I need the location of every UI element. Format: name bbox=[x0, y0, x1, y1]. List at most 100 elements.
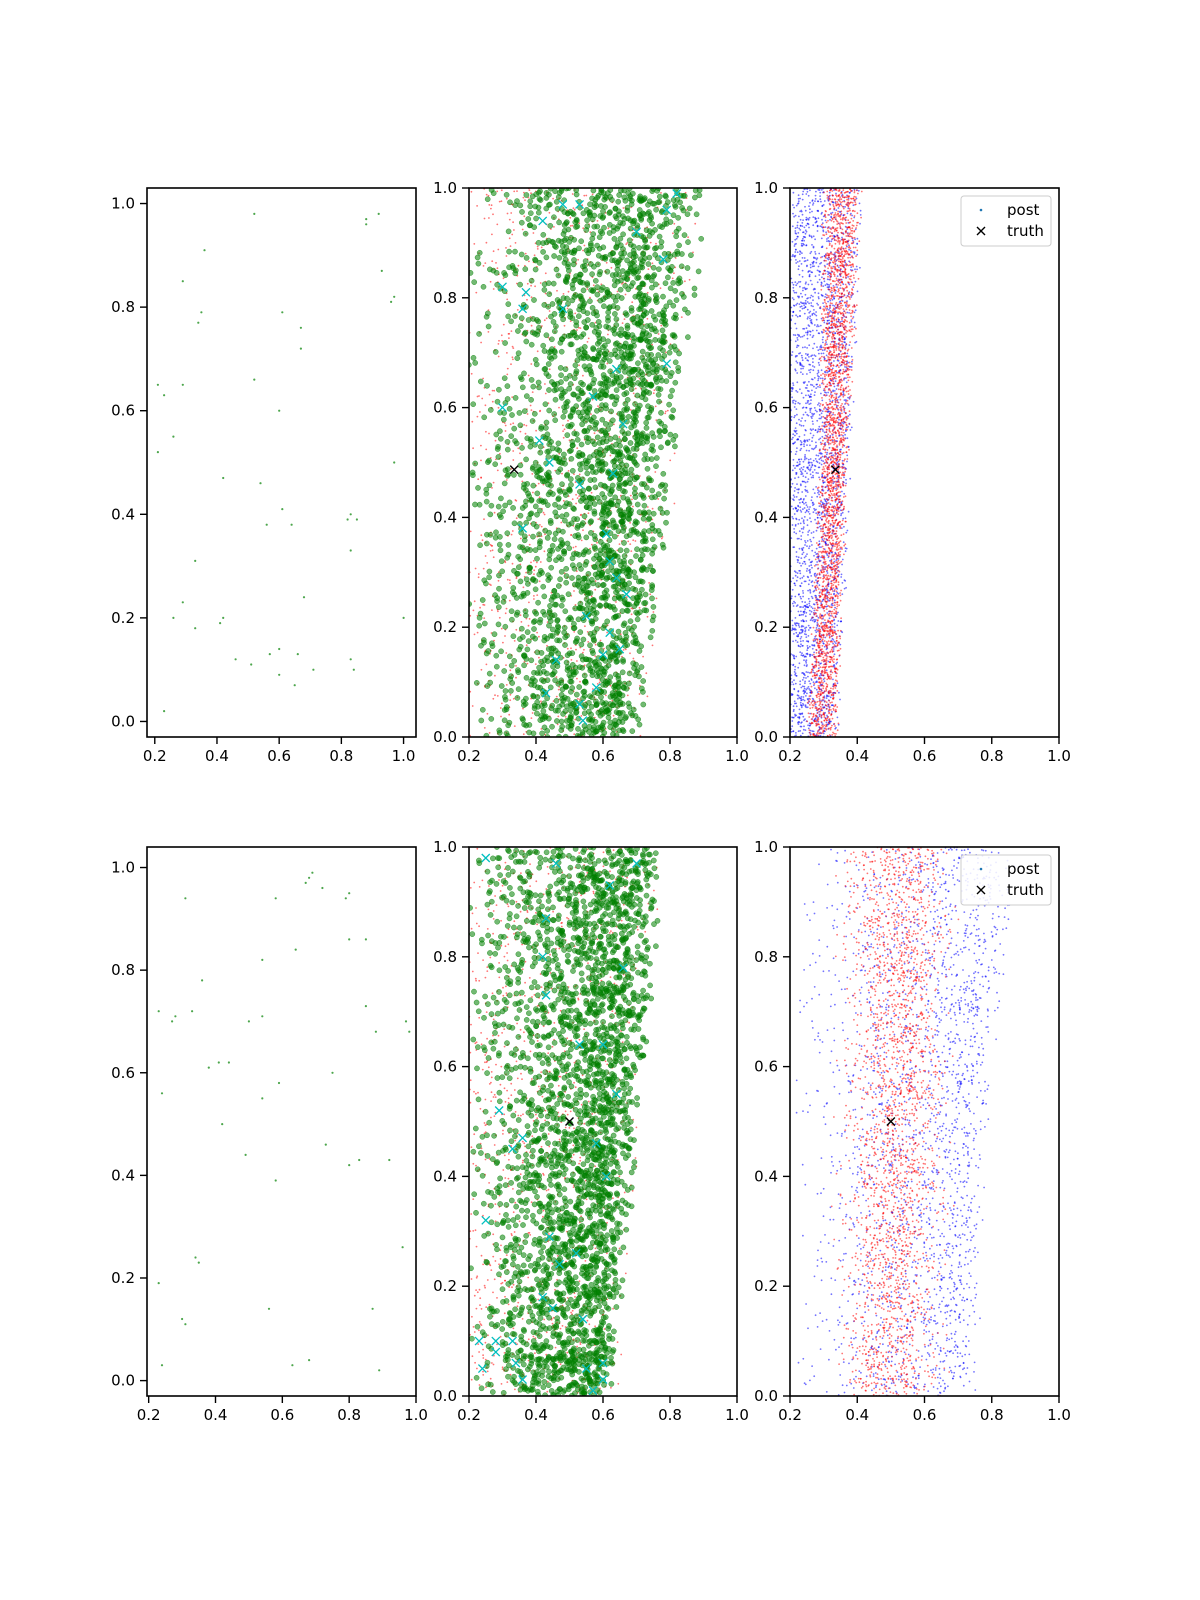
scatter-point bbox=[495, 503, 502, 510]
scatter-point bbox=[483, 617, 486, 619]
scatter-point bbox=[595, 329, 602, 336]
scatter-point bbox=[799, 449, 802, 452]
scatter-point bbox=[806, 524, 809, 527]
scatter-point bbox=[571, 375, 578, 381]
scatter-point bbox=[172, 435, 175, 438]
scatter-point bbox=[801, 600, 804, 603]
scatter-point bbox=[508, 579, 511, 582]
scatter-point bbox=[805, 244, 808, 247]
scatter-point bbox=[575, 726, 581, 732]
scatter-point bbox=[813, 385, 815, 388]
scatter-point bbox=[489, 640, 495, 647]
scatter-point bbox=[488, 583, 491, 586]
scatter-point bbox=[569, 467, 576, 474]
scatter-point bbox=[660, 192, 662, 194]
scatter-point bbox=[555, 676, 558, 678]
scatter-point bbox=[536, 324, 542, 331]
scatter-point bbox=[573, 631, 576, 633]
scatter-point bbox=[651, 544, 658, 550]
scatter-point bbox=[812, 369, 815, 372]
scatter-point bbox=[624, 333, 630, 340]
scatter-point bbox=[807, 510, 810, 513]
scatter-point bbox=[807, 629, 810, 631]
scatter-point bbox=[605, 309, 612, 316]
scatter-point bbox=[813, 589, 816, 592]
scatter-point bbox=[812, 299, 814, 302]
scatter-point bbox=[596, 335, 603, 342]
scatter-point bbox=[573, 322, 580, 329]
scatter-point bbox=[603, 431, 609, 437]
scatter-point bbox=[505, 197, 508, 200]
scatter-point bbox=[544, 728, 551, 734]
scatter-point bbox=[527, 203, 534, 210]
scatter-point bbox=[814, 518, 816, 521]
scatter-point bbox=[634, 616, 641, 623]
scatter-point bbox=[814, 458, 817, 460]
scatter-point bbox=[600, 520, 607, 527]
scatter-point bbox=[820, 416, 823, 418]
scatter-point bbox=[512, 313, 518, 319]
scatter-point bbox=[561, 548, 568, 555]
scatter-point bbox=[556, 723, 559, 726]
scatter-point bbox=[816, 302, 818, 305]
scatter-point bbox=[540, 342, 547, 349]
scatter-point bbox=[475, 291, 478, 294]
scatter-point bbox=[616, 192, 623, 198]
scatter-point bbox=[465, 367, 467, 369]
scatter-point bbox=[803, 685, 806, 688]
scatter-point bbox=[549, 336, 555, 343]
scatter-point bbox=[540, 231, 547, 238]
scatter-point bbox=[532, 459, 539, 466]
scatter-point bbox=[677, 199, 683, 206]
scatter-point bbox=[652, 316, 659, 323]
scatter-point bbox=[594, 407, 600, 414]
scatter-point bbox=[577, 466, 584, 473]
scatter-point bbox=[627, 540, 630, 543]
scatter-point bbox=[620, 658, 626, 665]
scatter-point bbox=[570, 329, 576, 336]
scatter-point bbox=[624, 601, 631, 608]
scatter-point bbox=[480, 476, 482, 479]
truth-marker bbox=[509, 465, 519, 475]
scatter-point bbox=[795, 262, 798, 264]
scatter-point bbox=[576, 660, 578, 662]
scatter-point bbox=[476, 249, 483, 256]
scatter-point bbox=[632, 634, 639, 641]
scatter-point bbox=[523, 487, 529, 493]
scatter-point bbox=[511, 530, 514, 532]
scatter-point bbox=[817, 265, 820, 268]
scatter-point bbox=[485, 430, 487, 433]
scatter-point bbox=[603, 388, 610, 395]
scatter-point bbox=[607, 653, 614, 660]
scatter-point bbox=[393, 295, 396, 298]
scatter-point bbox=[684, 211, 691, 218]
scatter-point bbox=[516, 309, 519, 311]
scatter-point bbox=[815, 261, 818, 264]
scatter-point bbox=[632, 293, 639, 300]
scatter-point bbox=[642, 655, 644, 658]
scatter-point bbox=[527, 198, 534, 205]
scatter-point bbox=[621, 250, 628, 257]
scatter-point bbox=[526, 662, 529, 665]
scatter-point bbox=[492, 349, 499, 355]
scatter-point bbox=[533, 595, 535, 597]
scatter-point bbox=[613, 244, 620, 251]
scatter-point bbox=[508, 332, 511, 335]
scatter-point bbox=[809, 296, 812, 299]
scatter-point bbox=[523, 304, 529, 310]
scatter-point bbox=[569, 442, 576, 449]
scatter-point bbox=[524, 646, 531, 653]
scatter-point bbox=[588, 518, 594, 525]
scatter-point bbox=[490, 207, 492, 210]
scatter-point bbox=[626, 670, 633, 677]
scatter-point bbox=[582, 417, 589, 424]
scatter-point bbox=[631, 490, 638, 496]
scatter-point bbox=[814, 194, 817, 197]
scatter-point bbox=[688, 278, 691, 281]
scatter-point bbox=[519, 614, 522, 616]
scatter-point bbox=[564, 652, 571, 659]
plot-area bbox=[790, 188, 863, 737]
scatter-point bbox=[564, 667, 571, 673]
scatter-point bbox=[510, 633, 517, 640]
scatter-point bbox=[649, 627, 656, 634]
